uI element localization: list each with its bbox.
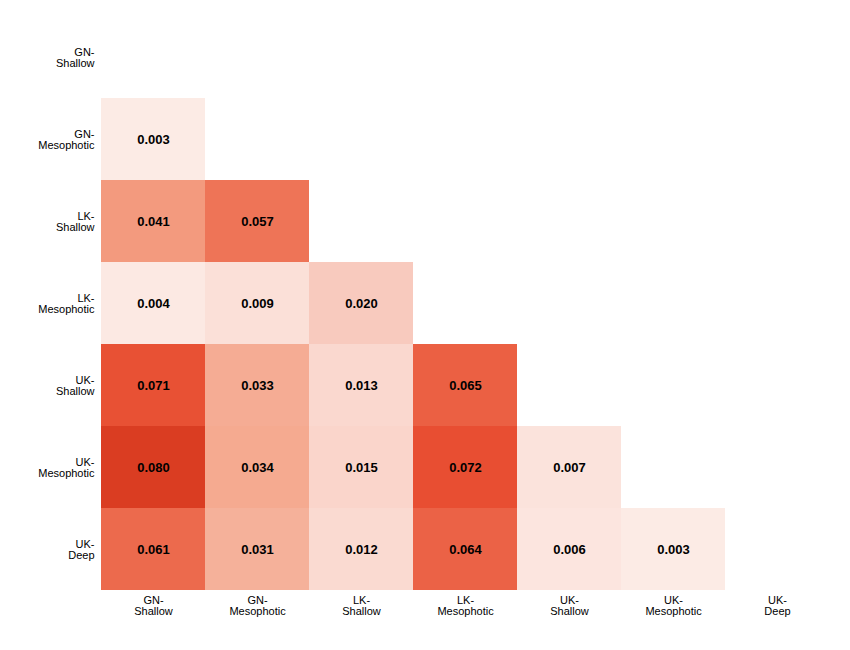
svg-text:0.012: 0.012	[345, 542, 378, 557]
svg-text:0.031: 0.031	[241, 542, 274, 557]
svg-text:0.033: 0.033	[241, 378, 274, 393]
svg-text:0.071: 0.071	[137, 378, 170, 393]
svg-text:UK-Mesophotic: UK-Mesophotic	[38, 456, 95, 479]
svg-text:0.080: 0.080	[137, 460, 170, 475]
svg-text:0.015: 0.015	[345, 460, 378, 475]
svg-text:0.009: 0.009	[241, 296, 274, 311]
svg-text:0.057: 0.057	[241, 214, 274, 229]
svg-text:UK-Shallow: UK-Shallow	[56, 374, 95, 397]
svg-text:GN-Shallow: GN-Shallow	[134, 594, 173, 617]
svg-text:LK-Mesophotic: LK-Mesophotic	[437, 594, 494, 617]
svg-text:GN-Mesophotic: GN-Mesophotic	[38, 128, 95, 151]
svg-text:0.020: 0.020	[345, 296, 378, 311]
svg-text:0.004: 0.004	[137, 296, 170, 311]
svg-text:0.003: 0.003	[137, 132, 170, 147]
svg-text:UK-Mesophotic: UK-Mesophotic	[645, 594, 702, 617]
svg-text:0.013: 0.013	[345, 378, 378, 393]
svg-text:UK-Deep: UK-Deep	[764, 594, 790, 617]
svg-text:0.064: 0.064	[449, 542, 482, 557]
svg-text:LK-Shallow: LK-Shallow	[342, 594, 381, 617]
svg-text:0.061: 0.061	[137, 542, 170, 557]
svg-text:GN-Mesophotic: GN-Mesophotic	[229, 594, 286, 617]
svg-text:0.006: 0.006	[553, 542, 586, 557]
svg-text:LK-Shallow: LK-Shallow	[56, 210, 95, 233]
svg-text:LK-Mesophotic: LK-Mesophotic	[38, 292, 95, 315]
svg-text:GN-Shallow: GN-Shallow	[56, 46, 95, 69]
svg-text:0.007: 0.007	[553, 460, 586, 475]
svg-text:UK-Shallow: UK-Shallow	[550, 594, 589, 617]
svg-text:0.034: 0.034	[241, 460, 274, 475]
svg-text:UK-Deep: UK-Deep	[68, 538, 95, 561]
svg-text:0.065: 0.065	[449, 378, 482, 393]
svg-text:0.072: 0.072	[449, 460, 482, 475]
svg-text:0.041: 0.041	[137, 214, 170, 229]
svg-text:0.003: 0.003	[657, 542, 690, 557]
